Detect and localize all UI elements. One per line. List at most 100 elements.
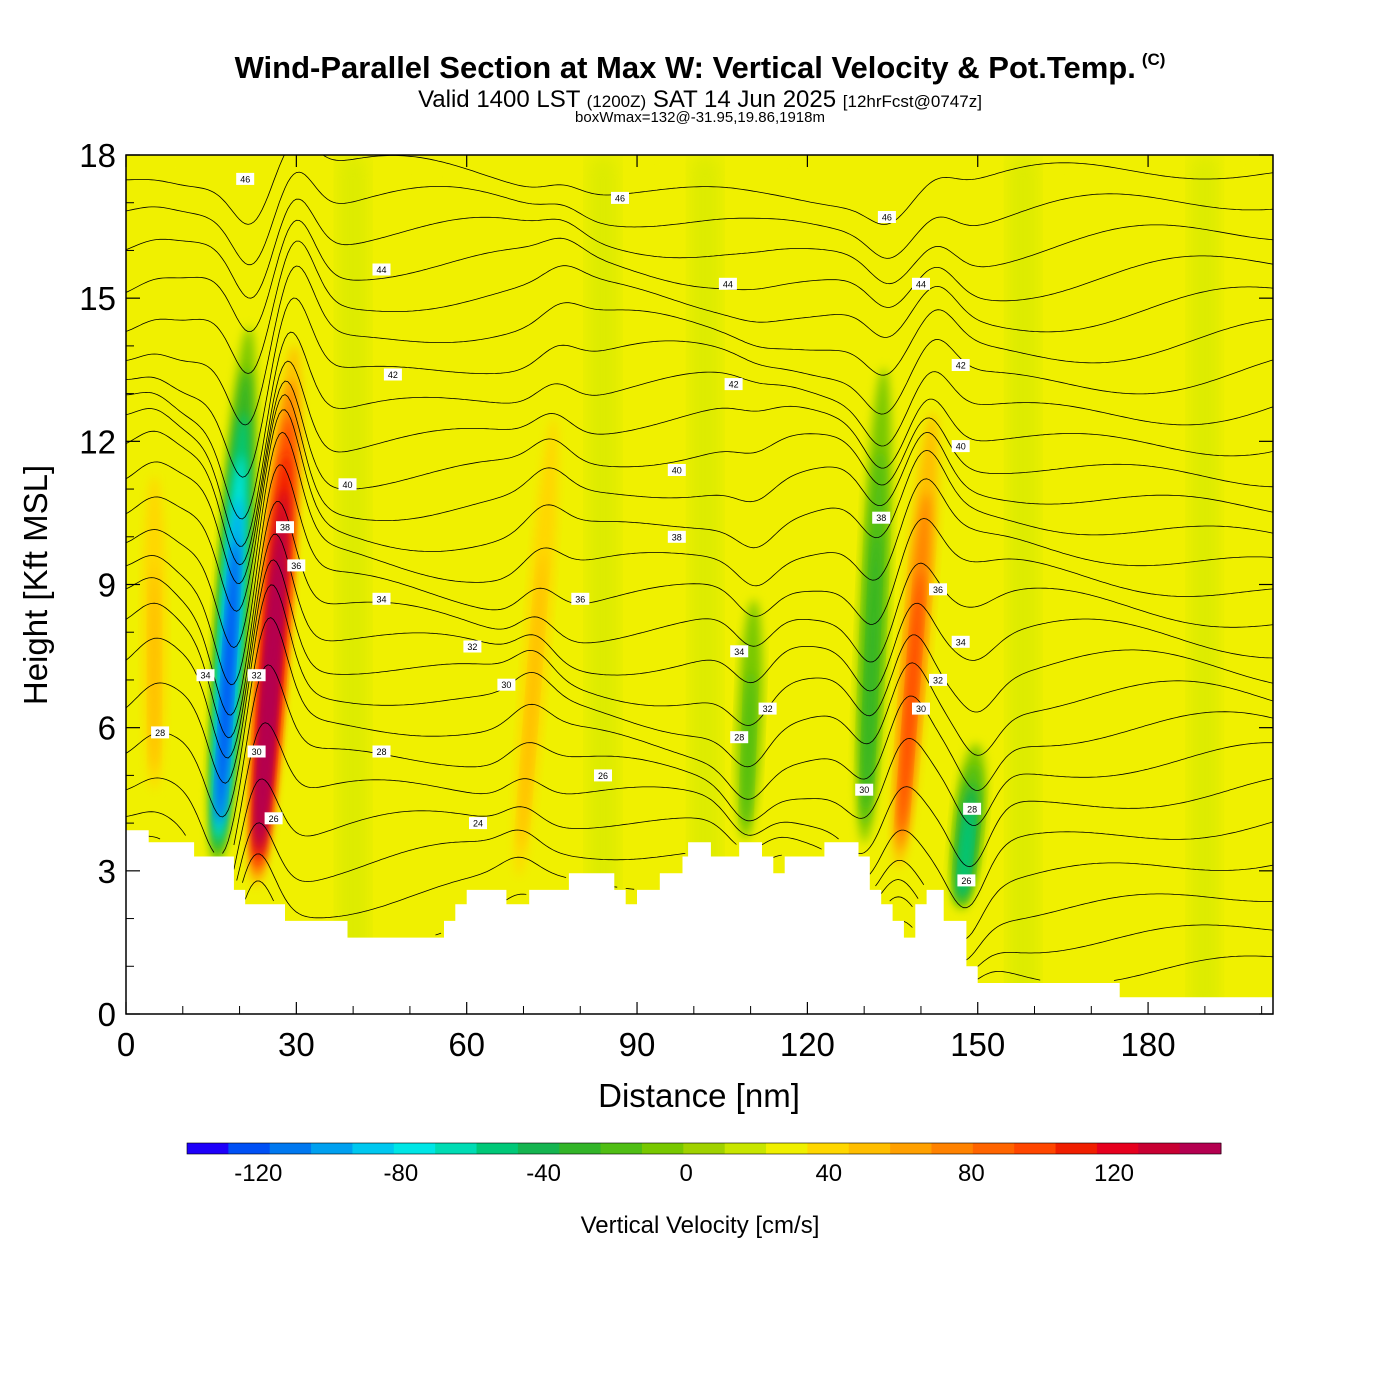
contour-label-box xyxy=(929,583,947,596)
theta-isoline xyxy=(244,880,1273,967)
contour-label: 40 xyxy=(338,478,357,491)
colorbar-label: Vertical Velocity [cm/s] xyxy=(581,1212,820,1239)
contour-label-box xyxy=(463,640,482,653)
contour-label-text: 32 xyxy=(252,671,262,681)
colorbar-tick-label: 40 xyxy=(815,1160,842,1187)
contour-label-box xyxy=(951,635,970,648)
contour-label: 34 xyxy=(730,645,749,658)
contour-label-text: 26 xyxy=(269,814,279,824)
colorbar-tick-label: -40 xyxy=(526,1160,561,1187)
contour-label-box xyxy=(372,592,391,605)
theta-contours xyxy=(126,155,1273,981)
theta-isoline xyxy=(126,394,1273,585)
contour-label-box xyxy=(718,277,737,290)
contour-label-text: 36 xyxy=(933,585,943,595)
chart-subtitle: Valid 1400 LST (1200Z) SAT 14 Jun 2025 [… xyxy=(0,86,1400,114)
x-tick-label: 150 xyxy=(950,1026,1005,1063)
colorbar-swatch xyxy=(228,1143,271,1154)
contour-label: 42 xyxy=(383,368,402,381)
contour-label: 44 xyxy=(372,263,391,276)
field-plume xyxy=(742,670,755,826)
y-axis-label: Height [Kft MSL] xyxy=(17,465,54,705)
theta-isoline xyxy=(126,171,1273,266)
colorbar-tick-label: -120 xyxy=(234,1160,282,1187)
contour-label-text: 26 xyxy=(598,771,608,781)
contour-label-box xyxy=(951,359,970,371)
y-tick-label: 6 xyxy=(98,710,116,747)
field-streak xyxy=(1065,155,1094,1014)
contour-label: 30 xyxy=(855,783,874,796)
contour-label-box xyxy=(963,802,982,815)
contour-label-text: 36 xyxy=(291,561,301,571)
contour-label-text: 42 xyxy=(956,361,966,371)
theta-isoline xyxy=(148,778,1273,909)
contour-label: 46 xyxy=(877,211,896,223)
terrain-fill xyxy=(126,830,1273,1014)
contour-label-box xyxy=(758,702,777,715)
y-tick-label: 12 xyxy=(79,423,116,460)
colorbar-tick-label: 120 xyxy=(1094,1160,1134,1187)
contour-label-text: 36 xyxy=(575,594,585,604)
colorbar-swatch xyxy=(393,1143,436,1154)
box-info: boxWmax=132@-31.95,19.86,1918m xyxy=(575,109,825,126)
contour-label: 46 xyxy=(611,191,629,204)
contour-label-text: 34 xyxy=(200,671,210,681)
chart-title-main: Wind-Parallel Section at Max W: Vertical… xyxy=(234,50,1136,85)
colorbar: -120 -80 -40 0 40 80 120 xyxy=(186,1142,1222,1187)
field-streak xyxy=(1009,155,1038,1014)
theta-isoline xyxy=(126,664,1273,854)
colorbar-frame xyxy=(186,1142,1222,1155)
theta-isoline xyxy=(126,559,1273,759)
contour-label-box xyxy=(196,669,215,682)
colorbar-swatch xyxy=(187,1143,229,1154)
y-tick-label: 9 xyxy=(98,567,116,604)
contour-label-text: 40 xyxy=(342,480,352,490)
colorbar-swatch xyxy=(931,1143,974,1154)
theta-isoline xyxy=(126,219,1273,332)
contour-label-box xyxy=(383,368,402,381)
contour-label-box xyxy=(730,731,749,744)
contour-label: 34 xyxy=(372,592,391,605)
contour-label-box xyxy=(667,464,686,476)
colorbar-swatch xyxy=(683,1143,726,1154)
contour-label: 40 xyxy=(667,464,686,476)
field-streak xyxy=(634,155,663,1014)
contour-label: 24 xyxy=(469,817,487,830)
colorbar-swatch xyxy=(890,1143,932,1154)
contour-label: 38 xyxy=(667,530,686,543)
contour-label: 30 xyxy=(247,745,266,758)
colorbar-swatch xyxy=(848,1143,891,1154)
contour-label-text: 30 xyxy=(501,680,511,690)
contour-label-box xyxy=(276,521,294,534)
contour-label-box xyxy=(338,478,357,491)
contour-label-text: 34 xyxy=(734,647,744,657)
contour-labels: 24 26 26 26 28 28 28 28 30 30 30 30 32 32 32 32 34 34 34 34… xyxy=(151,172,982,887)
contour-label-text: 30 xyxy=(916,704,926,714)
theta-isoline xyxy=(126,584,1273,784)
theta-isoline xyxy=(126,409,1273,612)
theta-isoline xyxy=(126,198,1273,299)
colorbar-swatch xyxy=(766,1143,808,1154)
valid-prefix: Valid 1400 LST xyxy=(418,86,580,113)
contour-label-box xyxy=(877,211,896,223)
field-plume xyxy=(148,568,160,771)
contour-label-text: 28 xyxy=(376,747,386,757)
contour-label-box xyxy=(247,669,266,682)
contour-label-text: 40 xyxy=(672,466,682,476)
colorbar-swatch xyxy=(641,1143,684,1154)
contour-label: 32 xyxy=(463,640,482,653)
contour-label: 44 xyxy=(912,277,930,290)
contour-label-text: 34 xyxy=(376,594,386,604)
valid-zulu: (1200Z) xyxy=(586,92,647,111)
contour-label: 40 xyxy=(951,440,970,453)
field-streak xyxy=(412,155,441,1014)
terrain-mask xyxy=(126,830,1273,1014)
colorbar-swatch xyxy=(600,1143,643,1154)
chart-title: Wind-Parallel Section at Max W: Vertical… xyxy=(0,50,1400,86)
colorbar-swatch xyxy=(352,1143,395,1154)
field-plume xyxy=(519,552,545,849)
contour-label: 26 xyxy=(594,769,612,782)
colorbar-swatch xyxy=(476,1143,519,1154)
y-tick-label: 15 xyxy=(79,280,116,317)
